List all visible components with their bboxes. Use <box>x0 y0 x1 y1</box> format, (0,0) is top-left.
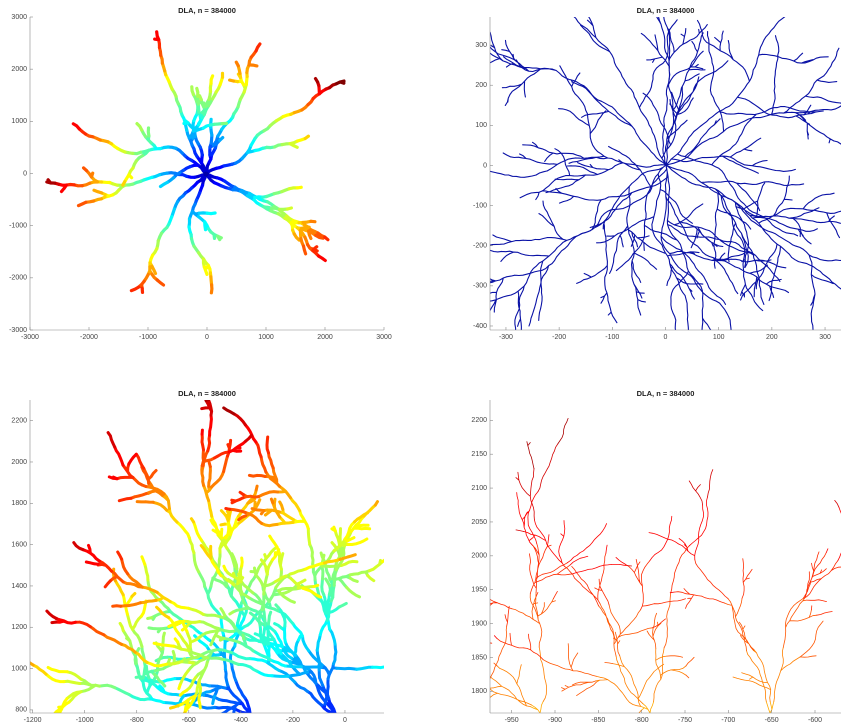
y-tick-label: 800 <box>15 707 27 714</box>
y-tick-label: 2000 <box>11 66 27 73</box>
y-tick-label: 2150 <box>471 451 487 458</box>
y-tick-label: -2000 <box>9 275 27 282</box>
y-tick-label: 2050 <box>471 519 487 526</box>
figure: -3000-2000-10000100020003000-3000-2000-1… <box>0 0 842 727</box>
x-tick-label: 300 <box>819 334 831 341</box>
fractal <box>47 32 344 293</box>
y-tick-label: 1000 <box>11 118 27 125</box>
y-tick-label: 0 <box>483 162 487 169</box>
x-tick-label: -800 <box>635 717 649 724</box>
x-tick-label: -750 <box>678 717 692 724</box>
dla-cluster <box>337 81 345 84</box>
x-tick-label: -100 <box>605 334 619 341</box>
x-tick-label: -200 <box>552 334 566 341</box>
y-tick-label: 2200 <box>471 417 487 424</box>
x-tick-label: 0 <box>205 334 209 341</box>
y-tick-label: 1900 <box>471 620 487 627</box>
y-tick-label: -1000 <box>9 223 27 230</box>
y-tick-label: 1400 <box>11 583 27 590</box>
x-tick-label: -600 <box>808 717 822 724</box>
chart-title: DLA, n = 384000 <box>178 6 236 15</box>
x-tick-label: -1000 <box>139 334 157 341</box>
dla-cluster <box>481 647 800 727</box>
y-tick-label: 1200 <box>11 624 27 631</box>
y-tick-label: 2200 <box>11 418 27 425</box>
y-tick-label: 100 <box>475 122 487 129</box>
y-tick-label: 1800 <box>11 500 27 507</box>
y-tick-label: 3000 <box>11 14 27 21</box>
axes: -950 -900 -850 -800 -750 -700 -650 -600 1800 1850… <box>316 389 842 727</box>
y-tick-label: -300 <box>473 283 487 290</box>
dla-cluster <box>199 664 336 726</box>
axes: -1200 -1000 -800 -600 -400 -200 0 800 1000 1200 14… <box>0 372 427 727</box>
dla-cluster <box>530 702 773 714</box>
y-tick-label: -100 <box>473 202 487 209</box>
y-tick-label: -3000 <box>9 327 27 334</box>
y-tick-label: 1850 <box>471 654 487 661</box>
x-tick-label: -1000 <box>76 717 94 724</box>
dla-cluster <box>316 418 568 526</box>
x-tick-label: 1000 <box>258 334 274 341</box>
y-tick-label: 1000 <box>11 665 27 672</box>
dla-cluster <box>338 444 842 566</box>
axes: -3000 -2000 -1000 0 1000 2000 3000 -3000 -2000 -1… <box>9 6 392 341</box>
fractal <box>0 372 427 727</box>
x-tick-label: 2000 <box>317 334 333 341</box>
y-tick-label: 1600 <box>11 541 27 548</box>
dla-cluster <box>376 0 842 471</box>
x-tick-label: 200 <box>766 334 778 341</box>
y-tick-label: 2000 <box>471 553 487 560</box>
axes: -300 -200 -100 0 100 200 300 -400 -300 -200 -100 0 1… <box>376 0 842 471</box>
fractal <box>376 0 842 471</box>
x-tick-label: -950 <box>505 717 519 724</box>
x-tick-label: -650 <box>765 717 779 724</box>
x-tick-label: -800 <box>130 717 144 724</box>
x-tick-label: 0 <box>664 334 668 341</box>
y-tick-label: 0 <box>23 170 27 177</box>
y-tick-label: 1950 <box>471 587 487 594</box>
x-tick-label: -2000 <box>80 334 98 341</box>
x-tick-label: -300 <box>499 334 513 341</box>
dla-cluster <box>357 492 842 639</box>
x-tick-label: -900 <box>548 717 562 724</box>
x-tick-label: -200 <box>286 717 300 724</box>
dla-cluster <box>204 372 205 380</box>
chart-title: DLA, n = 384000 <box>637 389 695 398</box>
y-tick-label: -200 <box>473 243 487 250</box>
x-tick-label: 100 <box>713 334 725 341</box>
x-tick-label: -600 <box>182 717 196 724</box>
x-tick-label: -3000 <box>21 334 39 341</box>
y-tick-label: 2000 <box>11 459 27 466</box>
dla-cluster <box>429 592 823 727</box>
chart-title: DLA, n = 384000 <box>637 6 695 15</box>
dla-cluster <box>215 679 329 722</box>
x-tick-label: 0 <box>343 717 347 724</box>
x-tick-label: -1200 <box>24 717 42 724</box>
chart-title: DLA, n = 384000 <box>178 389 236 398</box>
fractal <box>316 418 842 727</box>
x-tick-label: -400 <box>234 717 248 724</box>
y-tick-label: -400 <box>473 323 487 330</box>
x-tick-label: -700 <box>721 717 735 724</box>
y-tick-label: 1800 <box>471 688 487 695</box>
y-tick-label: 300 <box>475 42 487 49</box>
x-tick-label: -850 <box>591 717 605 724</box>
y-tick-label: 200 <box>475 82 487 89</box>
y-tick-label: 2100 <box>471 485 487 492</box>
x-tick-label: 3000 <box>376 334 392 341</box>
